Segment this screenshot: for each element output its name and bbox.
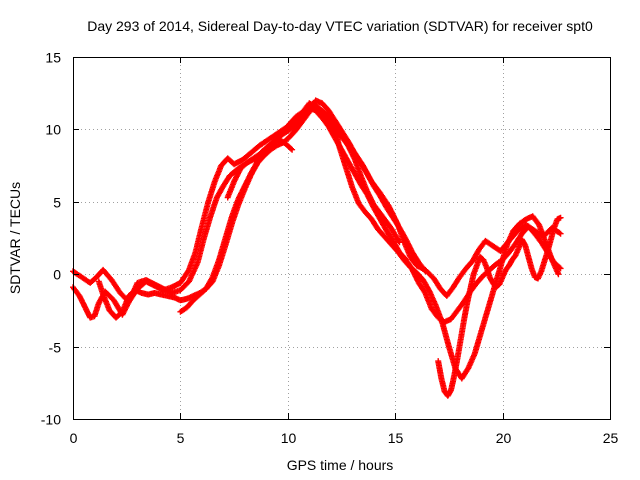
x-tick-label: 10 (281, 430, 297, 446)
data-point (555, 271, 562, 278)
chart-title: Day 293 of 2014, Sidereal Day-to-day VTE… (87, 18, 593, 34)
y-tick-label: 0 (53, 267, 61, 283)
plot-frame (73, 57, 611, 420)
x-tick-label: 5 (177, 430, 185, 446)
y-tick-label: -5 (49, 340, 62, 356)
data-point (396, 239, 403, 246)
data-point (557, 214, 564, 221)
x-tick-labels: 0 5 10 15 20 25 (70, 430, 619, 446)
series-arc-5 (224, 136, 296, 201)
tick-marks (73, 57, 611, 420)
data-point (557, 230, 564, 237)
data-point (422, 268, 429, 275)
data-point (289, 146, 296, 153)
data-points (70, 97, 564, 399)
x-axis-label: GPS time / hours (287, 457, 394, 473)
x-tick-label: 20 (496, 430, 512, 446)
y-tick-label: 15 (45, 50, 61, 66)
data-point (421, 267, 428, 274)
series-arc-4 (177, 97, 429, 315)
series-arc-1 (70, 100, 564, 321)
y-tick-labels: -10 -5 0 5 10 15 (41, 50, 61, 428)
y-tick-label: -10 (41, 412, 61, 428)
y-tick-label: 10 (45, 122, 61, 138)
grid-lines (73, 57, 610, 419)
y-axis-label: SDTVAR / TECUs (7, 182, 23, 294)
x-tick-label: 0 (70, 430, 78, 446)
data-point (556, 229, 563, 236)
series-arc-7 (435, 214, 564, 399)
x-tick-label: 15 (388, 430, 404, 446)
x-tick-label: 25 (603, 430, 619, 446)
y-tick-label: 5 (53, 195, 61, 211)
data-point (288, 145, 294, 152)
